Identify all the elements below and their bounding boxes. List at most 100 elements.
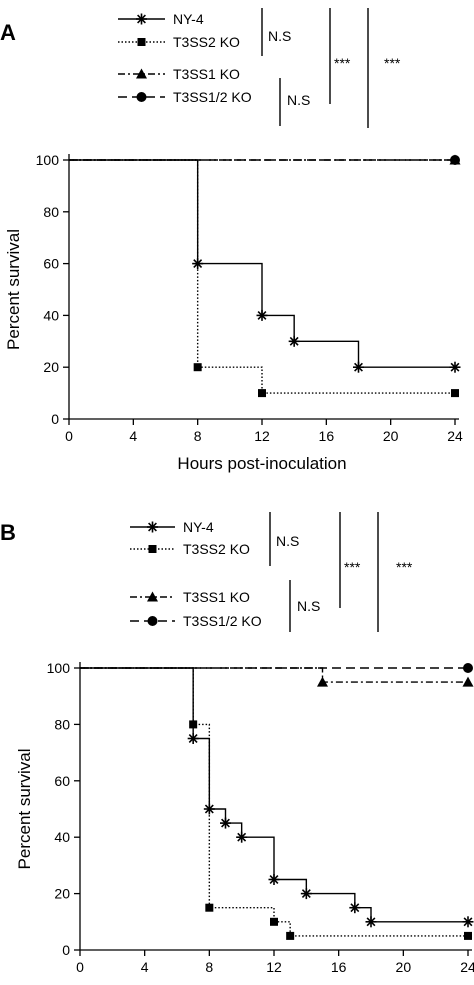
significance-bracket: N.S xyxy=(269,512,299,566)
significance-label: *** xyxy=(344,559,361,575)
legend-marker xyxy=(136,13,147,25)
y-tick-label: 40 xyxy=(43,307,59,323)
data-point xyxy=(286,931,295,940)
significance-bracket: *** xyxy=(377,512,413,632)
legend-item: T3SS2 KO xyxy=(130,541,250,557)
significance-label: N.S xyxy=(276,533,299,549)
data-point xyxy=(256,309,268,321)
data-point xyxy=(451,389,459,398)
data-point xyxy=(365,916,377,928)
data-point xyxy=(288,335,300,347)
data-point xyxy=(462,676,474,687)
data-point xyxy=(270,917,278,926)
data-point xyxy=(349,902,361,914)
legend-marker xyxy=(147,616,158,626)
data-point xyxy=(220,817,231,829)
y-tick-label: 60 xyxy=(54,773,70,789)
y-tick-label: 20 xyxy=(54,886,70,902)
x-tick-label: 20 xyxy=(383,428,399,444)
significance-bracket: *** xyxy=(339,512,361,608)
y-tick-label: 80 xyxy=(54,716,70,732)
legend-marker xyxy=(147,521,158,533)
significance-label: *** xyxy=(396,559,413,575)
x-tick-label: 20 xyxy=(396,959,412,975)
legend-item: T3SS1 KO xyxy=(118,66,240,82)
x-tick-label: 4 xyxy=(129,428,137,444)
y-tick-label: 80 xyxy=(43,204,59,220)
y-tick-label: 0 xyxy=(62,942,70,958)
legend-item: T3SS1 KO xyxy=(130,589,250,605)
y-tick-label: 100 xyxy=(47,660,71,676)
significance-label: *** xyxy=(334,55,351,71)
legend-label: T3SS1 KO xyxy=(173,66,240,82)
series-t3ss1-ko xyxy=(80,667,474,687)
data-point xyxy=(203,803,215,815)
y-tick-label: 0 xyxy=(51,411,59,427)
legend: NY-4 T3SS2 KO T3SS1 KO T3SS1/2 KO xyxy=(130,519,262,629)
legend-marker xyxy=(147,591,158,602)
panel-letter: A xyxy=(0,20,16,45)
significance-bracket: N.S xyxy=(279,78,310,126)
series-t3ss2-ko xyxy=(69,159,459,398)
significance-label: N.S xyxy=(268,28,291,44)
data-point xyxy=(205,903,214,912)
data-point xyxy=(449,361,461,373)
series-line xyxy=(80,667,468,683)
x-tick-label: 12 xyxy=(266,959,282,975)
data-point xyxy=(258,389,266,398)
x-tick-label: 24 xyxy=(460,959,474,975)
panel-letter: B xyxy=(0,520,16,545)
x-axis-label: Hours post-inoculation xyxy=(177,454,346,473)
y-tick-label: 20 xyxy=(43,359,59,375)
data-point xyxy=(462,916,474,928)
series-line xyxy=(69,159,455,394)
legend-label: NY-4 xyxy=(183,519,214,535)
data-point xyxy=(449,154,461,165)
y-tick-label: 60 xyxy=(43,256,59,272)
legend-label: NY-4 xyxy=(173,11,204,27)
x-tick-label: 8 xyxy=(205,959,213,975)
data-point xyxy=(187,733,199,744)
axes xyxy=(79,662,472,951)
y-tick-label: 40 xyxy=(54,829,70,845)
legend-item: NY-4 xyxy=(118,11,204,27)
y-axis-label: Percent survival xyxy=(4,229,23,350)
data-point xyxy=(463,663,473,673)
legend-marker xyxy=(136,92,147,102)
legend-marker xyxy=(137,38,146,46)
x-tick-label: 12 xyxy=(254,428,270,444)
significance-bracket: N.S xyxy=(261,8,291,56)
data-point xyxy=(464,931,472,940)
x-tick-label: 4 xyxy=(141,959,149,975)
axes xyxy=(68,154,459,420)
x-tick-label: 8 xyxy=(194,428,202,444)
data-point xyxy=(236,831,248,843)
legend-marker xyxy=(136,68,147,79)
legend-marker xyxy=(148,545,157,553)
legend-label: T3SS2 KO xyxy=(183,541,250,557)
significance-bracket: N.S xyxy=(289,580,320,632)
legend-item: T3SS2 KO xyxy=(118,34,240,50)
x-tick-label: 16 xyxy=(331,959,347,975)
y-axis-label: Percent survival xyxy=(15,749,34,870)
legend-label: T3SS1 KO xyxy=(183,589,250,605)
legend-label: T3SS1/2 KO xyxy=(173,89,252,105)
data-point xyxy=(268,874,280,885)
data-point xyxy=(317,676,328,687)
series-t3ss2-ko xyxy=(80,667,472,940)
series-ny-4 xyxy=(69,159,461,373)
legend-item: NY-4 xyxy=(130,519,214,535)
data-point xyxy=(353,361,364,373)
data-point xyxy=(300,888,312,900)
significance-label: N.S xyxy=(287,92,310,108)
y-tick-label: 100 xyxy=(36,152,60,168)
significance-bracket: *** xyxy=(329,8,351,104)
legend-label: T3SS2 KO xyxy=(173,34,240,50)
legend-item: T3SS1/2 KO xyxy=(118,89,252,105)
legend-label: T3SS1/2 KO xyxy=(183,613,262,629)
significance-label: *** xyxy=(384,55,401,71)
x-tick-label: 24 xyxy=(447,428,463,444)
data-point xyxy=(192,258,204,270)
legend: NY-4 T3SS2 KO T3SS1 KO T3SS1/2 KO xyxy=(118,11,252,105)
